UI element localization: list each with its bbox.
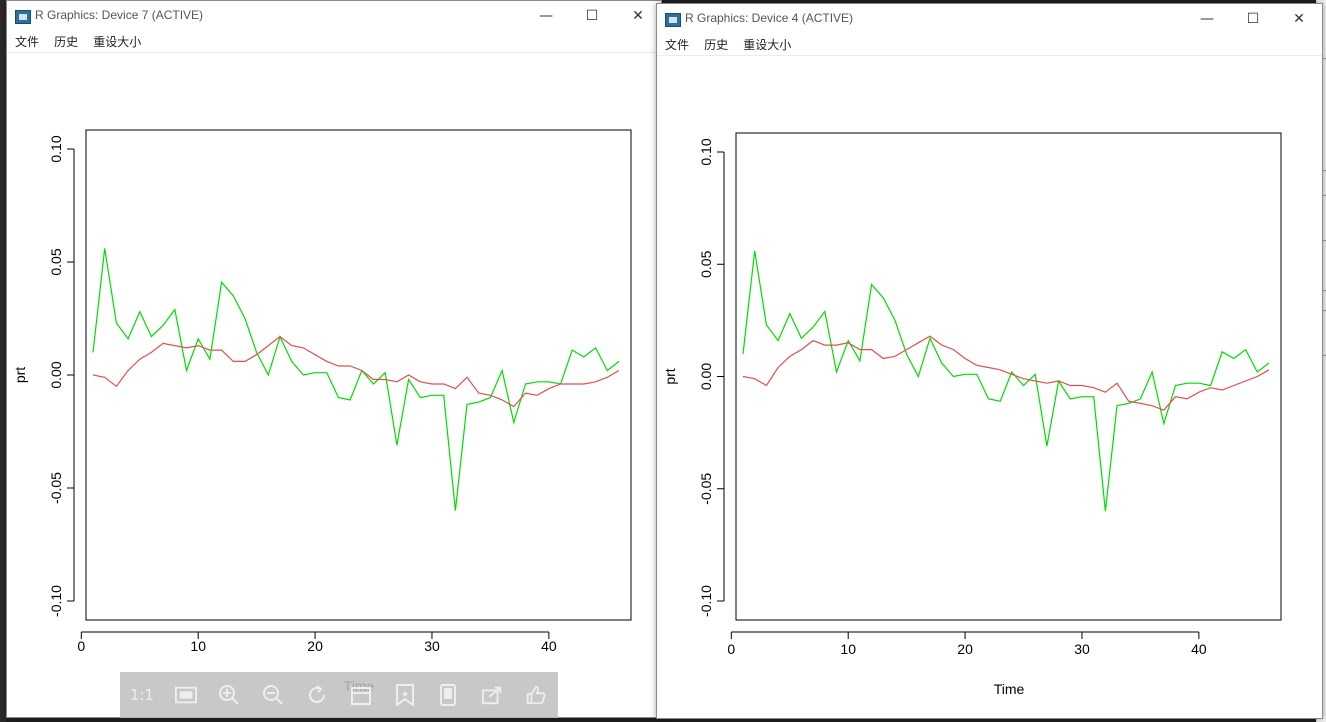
- y-tick-label: -0.05: [48, 472, 64, 504]
- minimize-button[interactable]: —: [539, 8, 553, 24]
- x-tick-label: 10: [840, 641, 856, 657]
- title-bar[interactable]: R Graphics: Device 4 (ACTIVE) — ☐ ✕: [657, 4, 1322, 34]
- crop-icon[interactable]: [350, 684, 372, 706]
- zoom-out-icon[interactable]: [262, 684, 284, 706]
- menu-bar: 文件 历史 重设大小: [7, 31, 661, 53]
- menu-file[interactable]: 文件: [15, 35, 40, 49]
- actual-size-icon[interactable]: 1:1: [129, 686, 154, 704]
- x-tick-label: 10: [190, 638, 206, 654]
- menu-resize[interactable]: 重设大小: [743, 38, 792, 52]
- r-app-icon: [665, 13, 681, 27]
- x-tick-label: 20: [957, 641, 973, 657]
- x-tick-label: 20: [307, 638, 323, 654]
- maximize-button[interactable]: ☐: [1246, 11, 1260, 27]
- minimize-button[interactable]: —: [1200, 11, 1214, 27]
- window-title: R Graphics: Device 7 (ACTIVE): [35, 8, 204, 22]
- x-tick-label: 0: [77, 638, 85, 654]
- y-tick-label: -0.05: [698, 473, 714, 505]
- menu-bar: 文件 历史 重设大小: [657, 34, 1322, 56]
- device-icon[interactable]: [437, 684, 459, 706]
- share-icon[interactable]: [481, 684, 503, 706]
- x-tick-label: 0: [727, 641, 735, 657]
- plot-frame: [735, 132, 1282, 621]
- close-button[interactable]: ✕: [632, 8, 644, 24]
- x-tick-label: 40: [1191, 641, 1207, 657]
- plot-frame: [85, 129, 632, 621]
- menu-file[interactable]: 文件: [665, 38, 690, 52]
- image-viewer-toolbar: 1:1 ★: [120, 672, 558, 718]
- y-axis-label: prt: [662, 368, 678, 384]
- x-tick-label: 40: [541, 638, 557, 654]
- y-tick-label: -0.10: [48, 585, 64, 617]
- r-graphics-window-device7[interactable]: R Graphics: Device 7 (ACTIVE) — ☐ ✕ 文件 历…: [6, 0, 662, 718]
- x-tick-label: 30: [424, 638, 440, 654]
- y-tick-label: 0.00: [48, 361, 64, 388]
- fit-screen-icon[interactable]: [174, 684, 197, 706]
- y-tick-label: 0.00: [698, 363, 714, 390]
- menu-resize[interactable]: 重设大小: [93, 35, 142, 49]
- zoom-in-icon[interactable]: [218, 684, 240, 706]
- series-line-0: [742, 250, 1270, 512]
- time-series-chart: 0 10 20 30 40 -0.10 -0.05 0.00 0.05 0.10 Time prt: [662, 132, 1282, 697]
- maximize-button[interactable]: ☐: [585, 8, 599, 24]
- title-bar[interactable]: R Graphics: Device 7 (ACTIVE) — ☐ ✕: [7, 1, 661, 31]
- close-button[interactable]: ✕: [1293, 11, 1305, 27]
- series-line-0: [92, 248, 620, 511]
- menu-history[interactable]: 历史: [54, 35, 79, 49]
- y-tick-label: 0.10: [698, 138, 714, 165]
- favorite-icon[interactable]: ★: [394, 684, 416, 706]
- r-graphics-window-device4[interactable]: R Graphics: Device 4 (ACTIVE) — ☐ ✕ 文件 历…: [656, 3, 1323, 719]
- svg-text:★: ★: [401, 689, 409, 699]
- y-tick-label: 0.10: [48, 135, 64, 162]
- like-icon[interactable]: [525, 684, 547, 706]
- y-tick-label: 0.05: [698, 250, 714, 277]
- rotate-icon[interactable]: [306, 684, 328, 706]
- series-line-1: [92, 335, 620, 408]
- x-axis-label: Time: [994, 681, 1025, 697]
- y-axis-label: prt: [12, 367, 28, 383]
- x-tick-label: 30: [1074, 641, 1090, 657]
- r-app-icon: [15, 10, 31, 24]
- window-title: R Graphics: Device 4 (ACTIVE): [685, 11, 854, 25]
- y-tick-label: -0.10: [698, 585, 714, 617]
- menu-history[interactable]: 历史: [704, 38, 729, 52]
- y-tick-label: 0.05: [48, 248, 64, 275]
- background-window-edge: [0, 0, 6, 722]
- series-line-1: [742, 335, 1270, 411]
- plot-area: 0 10 20 30 40 -0.10 -0.05 0.00 0.05 0.10 Time prt: [657, 56, 1322, 718]
